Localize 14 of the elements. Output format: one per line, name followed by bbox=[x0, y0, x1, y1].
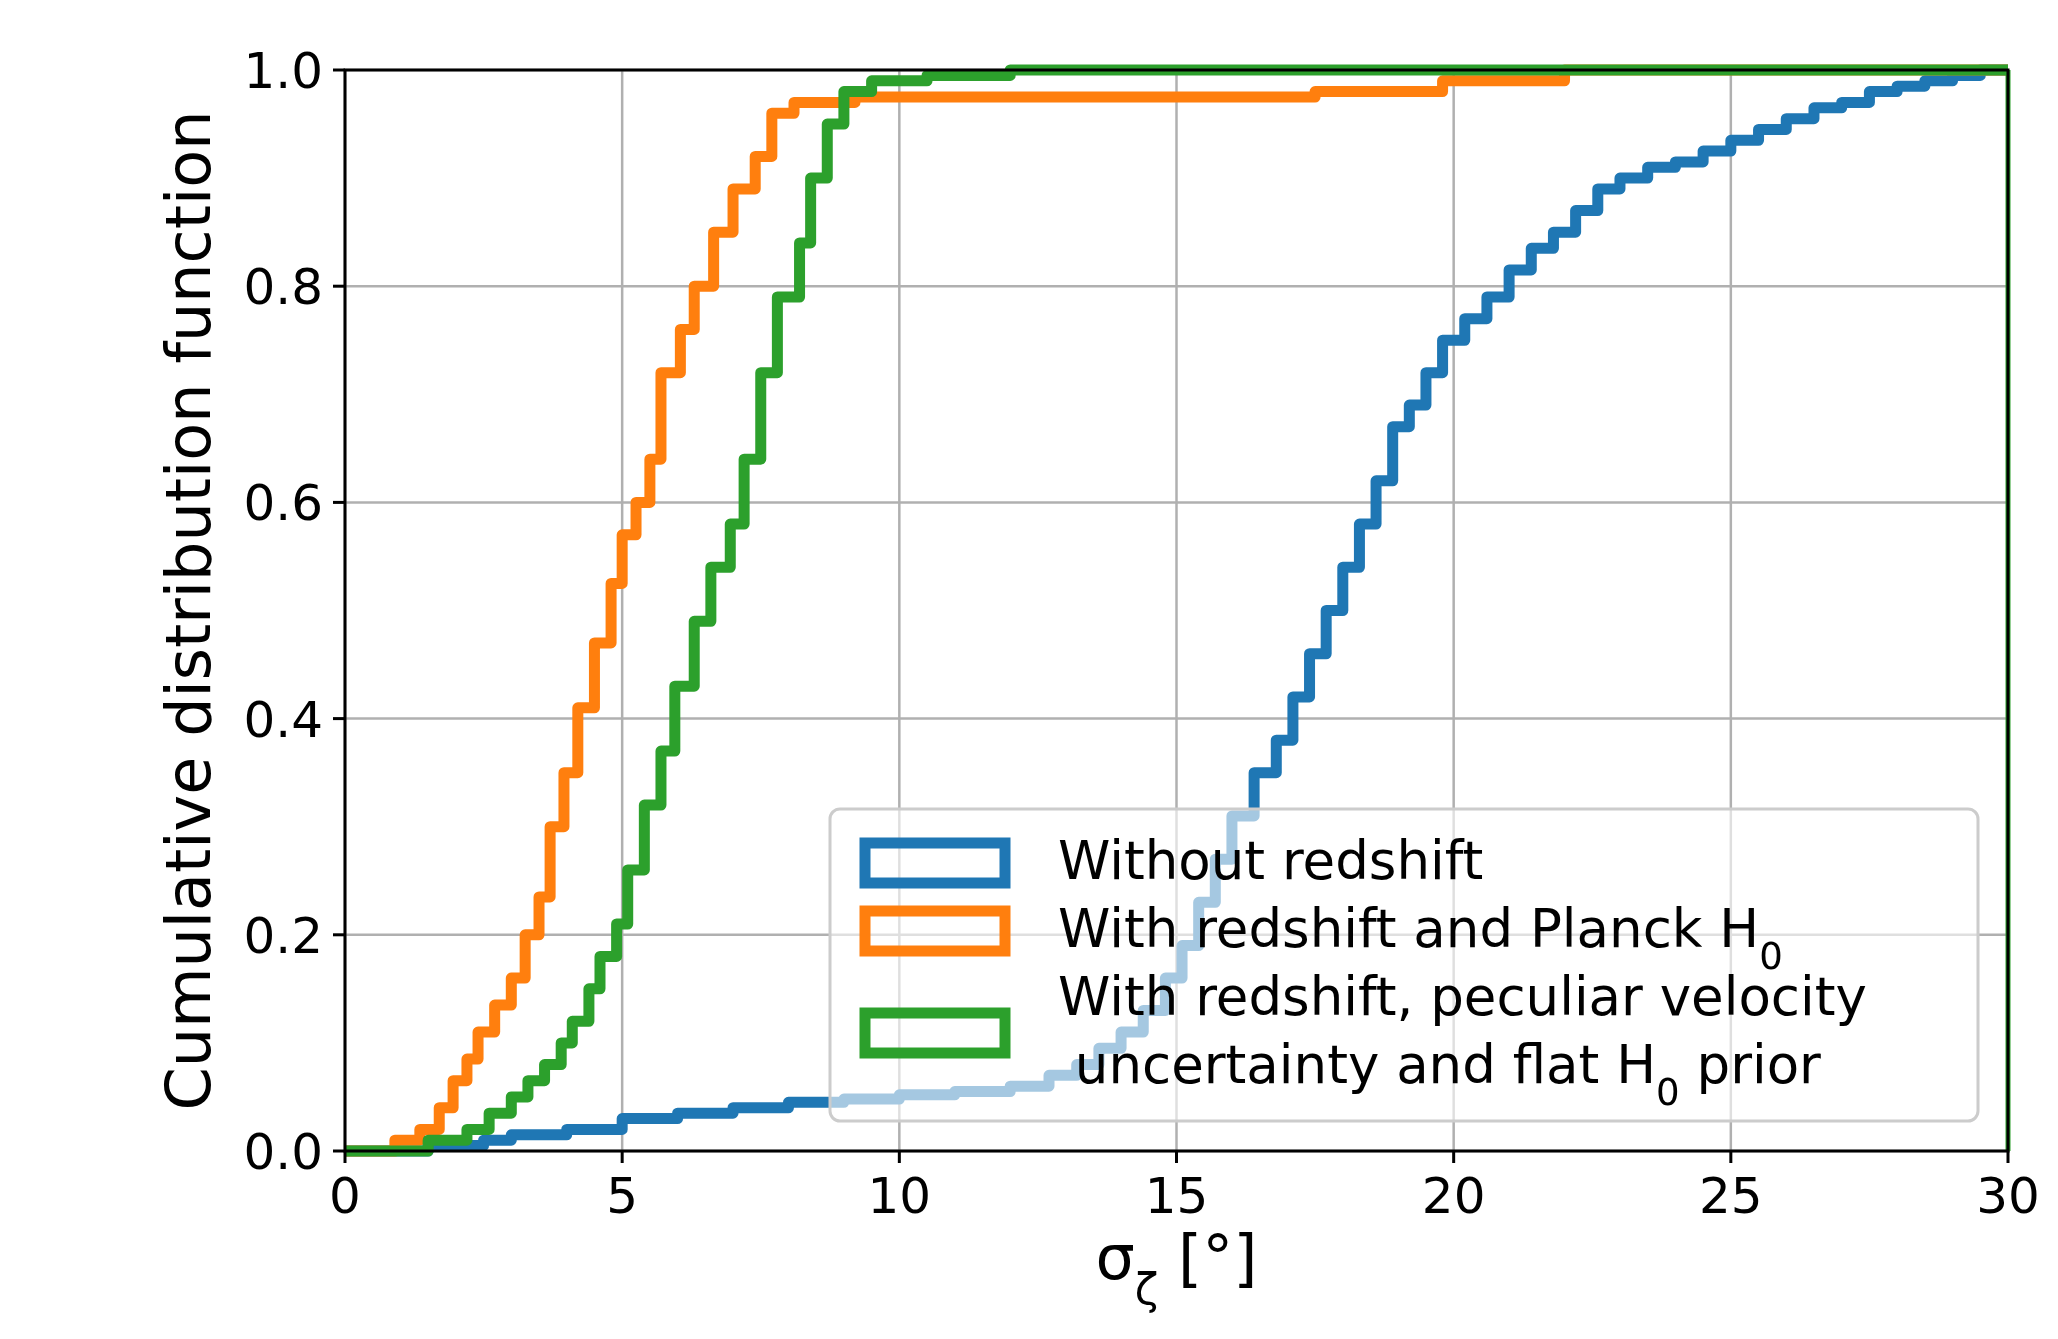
y-tick-label: 1.0 bbox=[243, 42, 323, 100]
x-tick-label: 0 bbox=[329, 1167, 361, 1225]
y-tick-label: 0.8 bbox=[243, 258, 323, 317]
x-tick-label: 10 bbox=[867, 1167, 932, 1225]
legend-label: Without redshift bbox=[1058, 830, 1484, 891]
x-tick-label: 5 bbox=[606, 1167, 639, 1225]
y-tick-label: 0.0 bbox=[243, 1123, 323, 1181]
x-tick-label: 25 bbox=[1699, 1167, 1763, 1225]
x-tick-label: 20 bbox=[1421, 1167, 1486, 1225]
y-tick-label: 0.6 bbox=[243, 474, 323, 533]
y-tick-label: 0.4 bbox=[243, 690, 323, 749]
y-axis-title: Cumulative distribution function bbox=[152, 110, 225, 1111]
x-tick-label: 30 bbox=[1976, 1167, 2040, 1225]
y-tick-label: 0.2 bbox=[243, 906, 323, 965]
